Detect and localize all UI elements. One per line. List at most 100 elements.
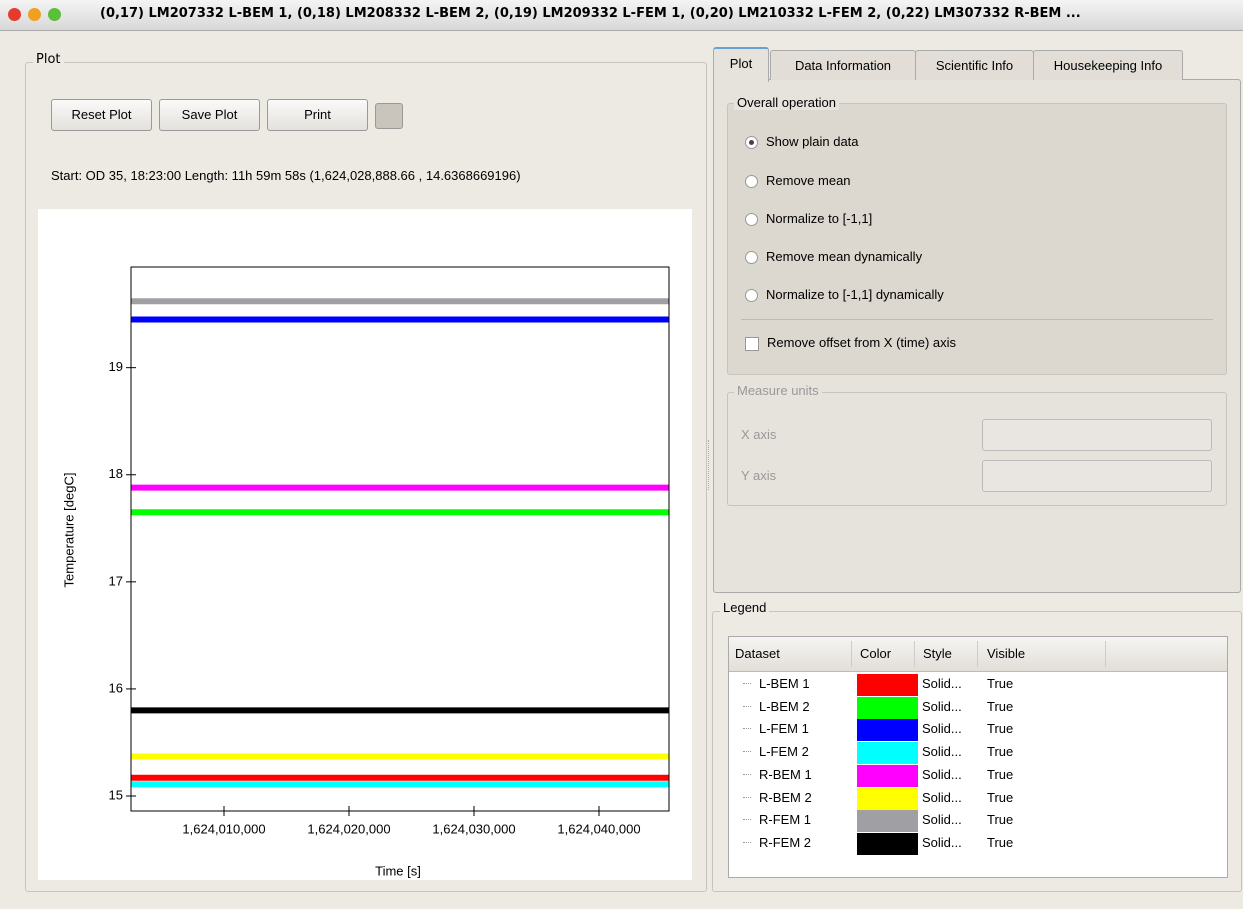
color-swatch: [857, 742, 918, 765]
plot-group: [25, 62, 707, 892]
plot-frame: [130, 266, 670, 812]
legend-group: [712, 611, 1242, 892]
style-cell: Solid...: [922, 698, 962, 714]
x-axis-units-label: X axis: [741, 427, 777, 442]
close-button[interactable]: [8, 8, 21, 21]
dataset-name: L-FEM 2: [759, 744, 809, 760]
tree-line: [743, 841, 751, 843]
window-title: (0,17) LM207332 L-BEM 1, (0,18) LM208332…: [100, 6, 1081, 21]
option-label: Normalize to [-1,1] dynamically: [766, 287, 944, 302]
option-label: Show plain data: [766, 134, 859, 149]
color-swatch: [857, 696, 918, 719]
style-cell: Solid...: [922, 766, 962, 782]
visible-cell: True: [987, 766, 1014, 782]
color-swatch: [857, 719, 918, 742]
save-plot-button[interactable]: Save Plot: [159, 99, 260, 131]
option-label: Remove mean dynamically: [766, 249, 923, 264]
radio-option[interactable]: Show plain data: [745, 134, 859, 150]
radio-option[interactable]: Normalize to [-1,1]: [745, 211, 873, 227]
y-tick-label: 15: [109, 787, 123, 802]
visible-cell: True: [987, 834, 1014, 850]
style-cell: Solid...: [922, 834, 962, 850]
column-header: Color: [860, 646, 892, 661]
column-divider: [914, 641, 915, 667]
minimize-button[interactable]: [28, 8, 41, 21]
style-cell: Solid...: [922, 676, 962, 691]
y-tick-label: 18: [109, 466, 123, 481]
tree-line: [743, 728, 751, 730]
option-label: Normalize to [-1,1]: [766, 211, 873, 226]
style-cell: Solid...: [922, 789, 962, 805]
separator: [741, 319, 1213, 320]
legend-title: Legend: [720, 600, 770, 615]
group-title: Overall operation: [734, 95, 839, 110]
style-cell: Solid...: [922, 812, 962, 828]
tab[interactable]: Housekeeping Info: [1033, 50, 1183, 80]
print-button[interactable]: Print: [267, 99, 368, 131]
splitter[interactable]: [708, 440, 712, 490]
y-axis-label: Temperature [degC]: [61, 473, 76, 588]
visible-cell: True: [987, 812, 1014, 828]
y-tick-label: 16: [109, 680, 123, 695]
radio-option[interactable]: Normalize to [-1,1] dynamically: [745, 287, 944, 303]
tree-line: [743, 819, 751, 821]
y-tick-label: 17: [109, 573, 123, 588]
visible-cell: True: [987, 721, 1014, 737]
plot-info: Start: OD 35, 18:23:00 Length: 11h 59m 5…: [51, 168, 521, 183]
chart: Time [s] Temperature [degC] 15 16 17 18 19 1,…: [38, 209, 692, 880]
x-tick-label: 1,624,020,000: [307, 821, 390, 836]
tab[interactable]: Plot: [713, 47, 769, 82]
tree-line: [743, 751, 751, 753]
overall-operation-group: [727, 103, 1227, 375]
group-title: Measure units: [734, 383, 822, 398]
dataset-name: L-BEM 2: [759, 698, 810, 714]
y-axis-units-label: Y axis: [741, 468, 777, 483]
dataset-name: R-BEM 2: [759, 789, 812, 805]
checkbox[interactable]: Remove offset from X (time) axis: [745, 335, 956, 351]
tree-line: [743, 773, 751, 775]
color-swatch: [857, 810, 918, 833]
color-swatch: [857, 764, 918, 787]
dataset-name: L-BEM 1: [759, 676, 810, 691]
x-units-combo[interactable]: [982, 419, 1212, 451]
tree-line: [743, 705, 751, 707]
reset-plot-button[interactable]: Reset Plot: [51, 99, 152, 131]
x-tick-label: 1,624,040,000: [557, 821, 640, 836]
style-cell: Solid...: [922, 744, 962, 760]
tab[interactable]: Scientific Info: [915, 50, 1034, 80]
checkbox-label: Remove offset from X (time) axis: [767, 335, 957, 350]
style-cell: Solid...: [922, 721, 962, 737]
option-label: Remove mean: [766, 173, 851, 188]
column-divider: [1105, 641, 1106, 667]
visible-cell: True: [987, 789, 1014, 805]
title-bar: (0,17) LM207332 L-BEM 1, (0,18) LM208332…: [0, 0, 1243, 31]
legend-table: Dataset Color Style Visible L-BEM 1 Solid... T…: [728, 636, 1228, 878]
y-tick-label: 19: [109, 359, 123, 374]
color-swatch: [857, 787, 918, 810]
x-tick-label: 1,624,010,000: [182, 821, 265, 836]
column-header: Visible: [987, 646, 1026, 661]
maximize-button[interactable]: [48, 8, 61, 21]
dataset-name: R-FEM 1: [759, 812, 811, 828]
visible-cell: True: [987, 698, 1014, 714]
y-units-combo[interactable]: [982, 460, 1212, 492]
x-tick-label: 1,624,030,000: [432, 821, 515, 836]
visible-cell: True: [987, 744, 1014, 760]
tree-line: [743, 683, 751, 684]
dataset-name: L-FEM 1: [759, 721, 809, 737]
column-header: Style: [923, 646, 952, 661]
color-button[interactable]: [375, 103, 403, 129]
radio-option[interactable]: Remove mean: [745, 173, 851, 189]
column-divider: [851, 641, 852, 667]
x-axis-label: Time [s]: [375, 863, 421, 878]
measure-units-group: [727, 392, 1227, 506]
radio-option[interactable]: Remove mean dynamically: [745, 249, 923, 265]
visible-cell: True: [987, 676, 1014, 691]
table-header: [729, 637, 1227, 672]
tree-line: [743, 796, 751, 798]
column-divider: [977, 641, 978, 667]
column-header: Dataset: [735, 646, 780, 661]
plot-group-title: Plot: [33, 52, 64, 67]
tab[interactable]: Data Information: [770, 50, 916, 80]
